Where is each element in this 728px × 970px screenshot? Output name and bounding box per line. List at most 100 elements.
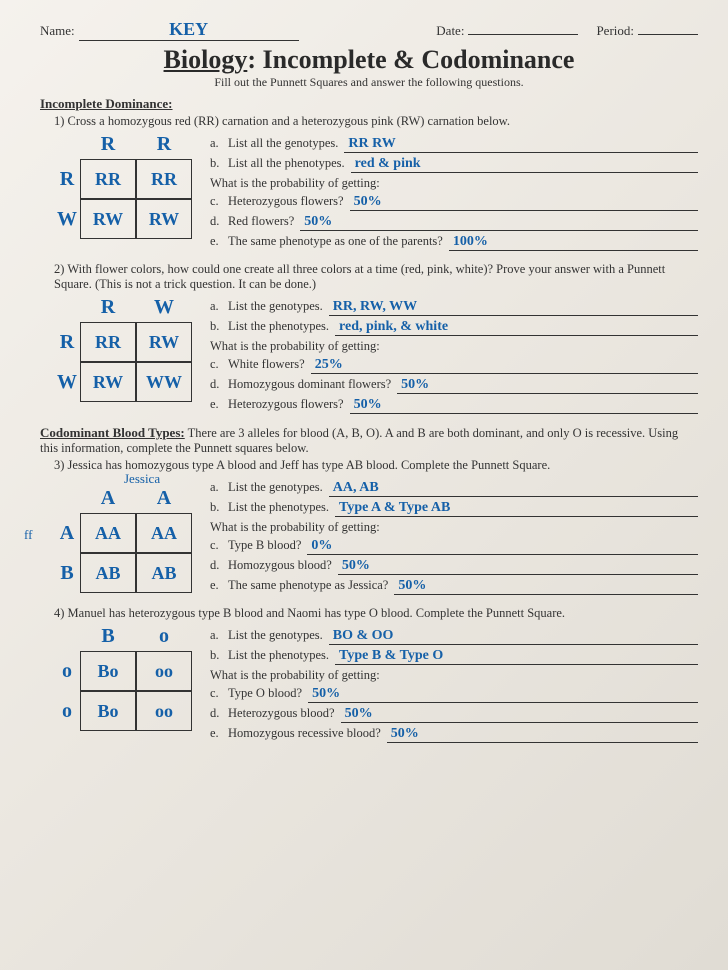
q3-d-ans: 50% — [338, 558, 698, 575]
q4-a-label: List the genotypes. — [228, 628, 323, 643]
q4-b-label: List the phenotypes. — [228, 648, 329, 663]
q3-c-ans: 0% — [307, 538, 698, 555]
page-subtitle: Fill out the Punnett Squares and answer … — [40, 75, 698, 90]
q4-cell-12: oo — [136, 651, 192, 691]
q1-left-2: W — [54, 199, 80, 239]
q4-block: B o o o Bo oo Bo oo a.List the genotypes… — [54, 625, 698, 746]
q1-cell-21: RW — [80, 199, 136, 239]
q4-prompt: Manuel has heterozygous type B blood and… — [68, 606, 565, 620]
name-label: Name: — [40, 23, 75, 39]
q4-prob-head: What is the probability of getting: — [210, 668, 698, 683]
q3-cell-22: AB — [136, 553, 192, 593]
q1-left-1: R — [54, 159, 80, 199]
q4-d-label: Heterozygous blood? — [228, 706, 335, 721]
q4-cell-22: oo — [136, 691, 192, 731]
q1-d-label: Red flowers? — [228, 214, 294, 229]
q3-block: Jessica ff A A A B AA AA AB AB a.List th… — [54, 477, 698, 598]
q1-c-label: Heterozygous flowers? — [228, 194, 344, 209]
q1-num: 1) — [54, 114, 64, 128]
q2-num: 2) — [54, 262, 64, 276]
q4-e-ans: 50% — [387, 726, 698, 743]
q4-top-2: o — [136, 625, 192, 651]
q4-punnett: B o o o Bo oo Bo oo — [54, 625, 192, 746]
q3-top-2: A — [136, 487, 192, 513]
q2-prompt: With flower colors, how could one create… — [54, 262, 665, 291]
section2-intro: Codominant Blood Types: There are 3 alle… — [40, 425, 698, 456]
q4-a-ans: BO & OO — [329, 628, 698, 645]
date-value — [468, 18, 578, 35]
header-row: Name: KEY Date: Period: — [40, 18, 698, 41]
q3-top-1: A — [80, 487, 136, 513]
q3-b-label: List the phenotypes. — [228, 500, 329, 515]
q2-c-label: White flowers? — [228, 357, 305, 372]
q3-top-label: Jessica — [124, 471, 160, 487]
q2-e-ans: 50% — [350, 397, 698, 414]
q1-cell-12: RR — [136, 159, 192, 199]
q3-b-ans: Type A & Type AB — [335, 500, 698, 517]
period-value — [638, 18, 698, 35]
q3-left-2: B — [54, 553, 80, 593]
q2-cell-22: WW — [136, 362, 192, 402]
q2-block: R W R W RR RW RW WW a.List the genotypes… — [54, 296, 698, 417]
period-label: Period: — [596, 23, 634, 39]
q3-prompt: Jessica has homozygous type A blood and … — [68, 458, 551, 472]
q4-c-label: Type O blood? — [228, 686, 302, 701]
worksheet-page: Name: KEY Date: Period: Biology: Incompl… — [0, 0, 728, 970]
q3-left-1: A — [54, 513, 80, 553]
q3-e-ans: 50% — [394, 578, 698, 595]
q3-num: 3) — [54, 458, 64, 472]
q3-a-label: List the genotypes. — [228, 480, 323, 495]
q2-a-ans: RR, RW, WW — [329, 299, 698, 316]
q1-e-ans: 100% — [449, 234, 698, 251]
q2-b-ans: red, pink, & white — [335, 319, 698, 336]
title-rest: : Incomplete & Codominance — [247, 45, 574, 74]
q2-prob-head: What is the probability of getting: — [210, 339, 698, 354]
q2-c-ans: 25% — [311, 357, 698, 374]
q3-c-label: Type B blood? — [228, 538, 301, 553]
q1-prompt: Cross a homozygous red (RR) carnation an… — [68, 114, 510, 128]
q3-prob-head: What is the probability of getting: — [210, 520, 698, 535]
q2-top-1: R — [80, 296, 136, 322]
q3-cell-11: AA — [80, 513, 136, 553]
q2-d-ans: 50% — [397, 377, 698, 394]
q3-cell-21: AB — [80, 553, 136, 593]
q1-cell-22: RW — [136, 199, 192, 239]
q2-a-label: List the genotypes. — [228, 299, 323, 314]
q1-a-ans: RR RW — [344, 136, 698, 153]
q1-text: 1) Cross a homozygous red (RR) carnation… — [54, 114, 698, 129]
q1-b-label: List all the phenotypes. — [228, 156, 345, 171]
q2-left-1: R — [54, 322, 80, 362]
q1-e-label: The same phenotype as one of the parents… — [228, 234, 443, 249]
q2-punnett: R W R W RR RW RW WW — [54, 296, 192, 417]
page-title: Biology: Incomplete & Codominance — [40, 45, 698, 75]
q4-b-ans: Type B & Type O — [335, 648, 698, 665]
date-label: Date: — [436, 23, 464, 39]
q1-b-ans: red & pink — [351, 156, 698, 173]
q4-answers: a.List the genotypes.BO & OO b.List the … — [210, 625, 698, 746]
title-biology: Biology — [164, 45, 248, 74]
q2-cell-21: RW — [80, 362, 136, 402]
q1-top-1: R — [80, 133, 136, 159]
q2-left-2: W — [54, 362, 80, 402]
q1-block: R R R W RR RR RW RW a.List all the genot… — [54, 133, 698, 254]
q1-cell-11: RR — [80, 159, 136, 199]
q3-d-label: Homozygous blood? — [228, 558, 332, 573]
section2-heading: Codominant Blood Types: — [40, 425, 185, 440]
q3-a-ans: AA, AB — [329, 480, 698, 497]
q2-top-2: W — [136, 296, 192, 322]
q2-d-label: Homozygous dominant flowers? — [228, 377, 391, 392]
q2-text: 2) With flower colors, how could one cre… — [54, 262, 698, 292]
q3-answers: a.List the genotypes.AA, AB b.List the p… — [210, 477, 698, 598]
q2-e-label: Heterozygous flowers? — [228, 397, 344, 412]
q1-prob-head: What is the probability of getting: — [210, 176, 698, 191]
q4-d-ans: 50% — [341, 706, 698, 723]
q3-e-label: The same phenotype as Jessica? — [228, 578, 388, 593]
q4-top-1: B — [80, 625, 136, 651]
q2-b-label: List the phenotypes. — [228, 319, 329, 334]
q4-num: 4) — [54, 606, 64, 620]
name-value: KEY — [169, 19, 208, 39]
q3-left-label: ff — [24, 527, 32, 543]
q4-cell-21: Bo — [80, 691, 136, 731]
q4-e-label: Homozygous recessive blood? — [228, 726, 381, 741]
q4-cell-11: Bo — [80, 651, 136, 691]
